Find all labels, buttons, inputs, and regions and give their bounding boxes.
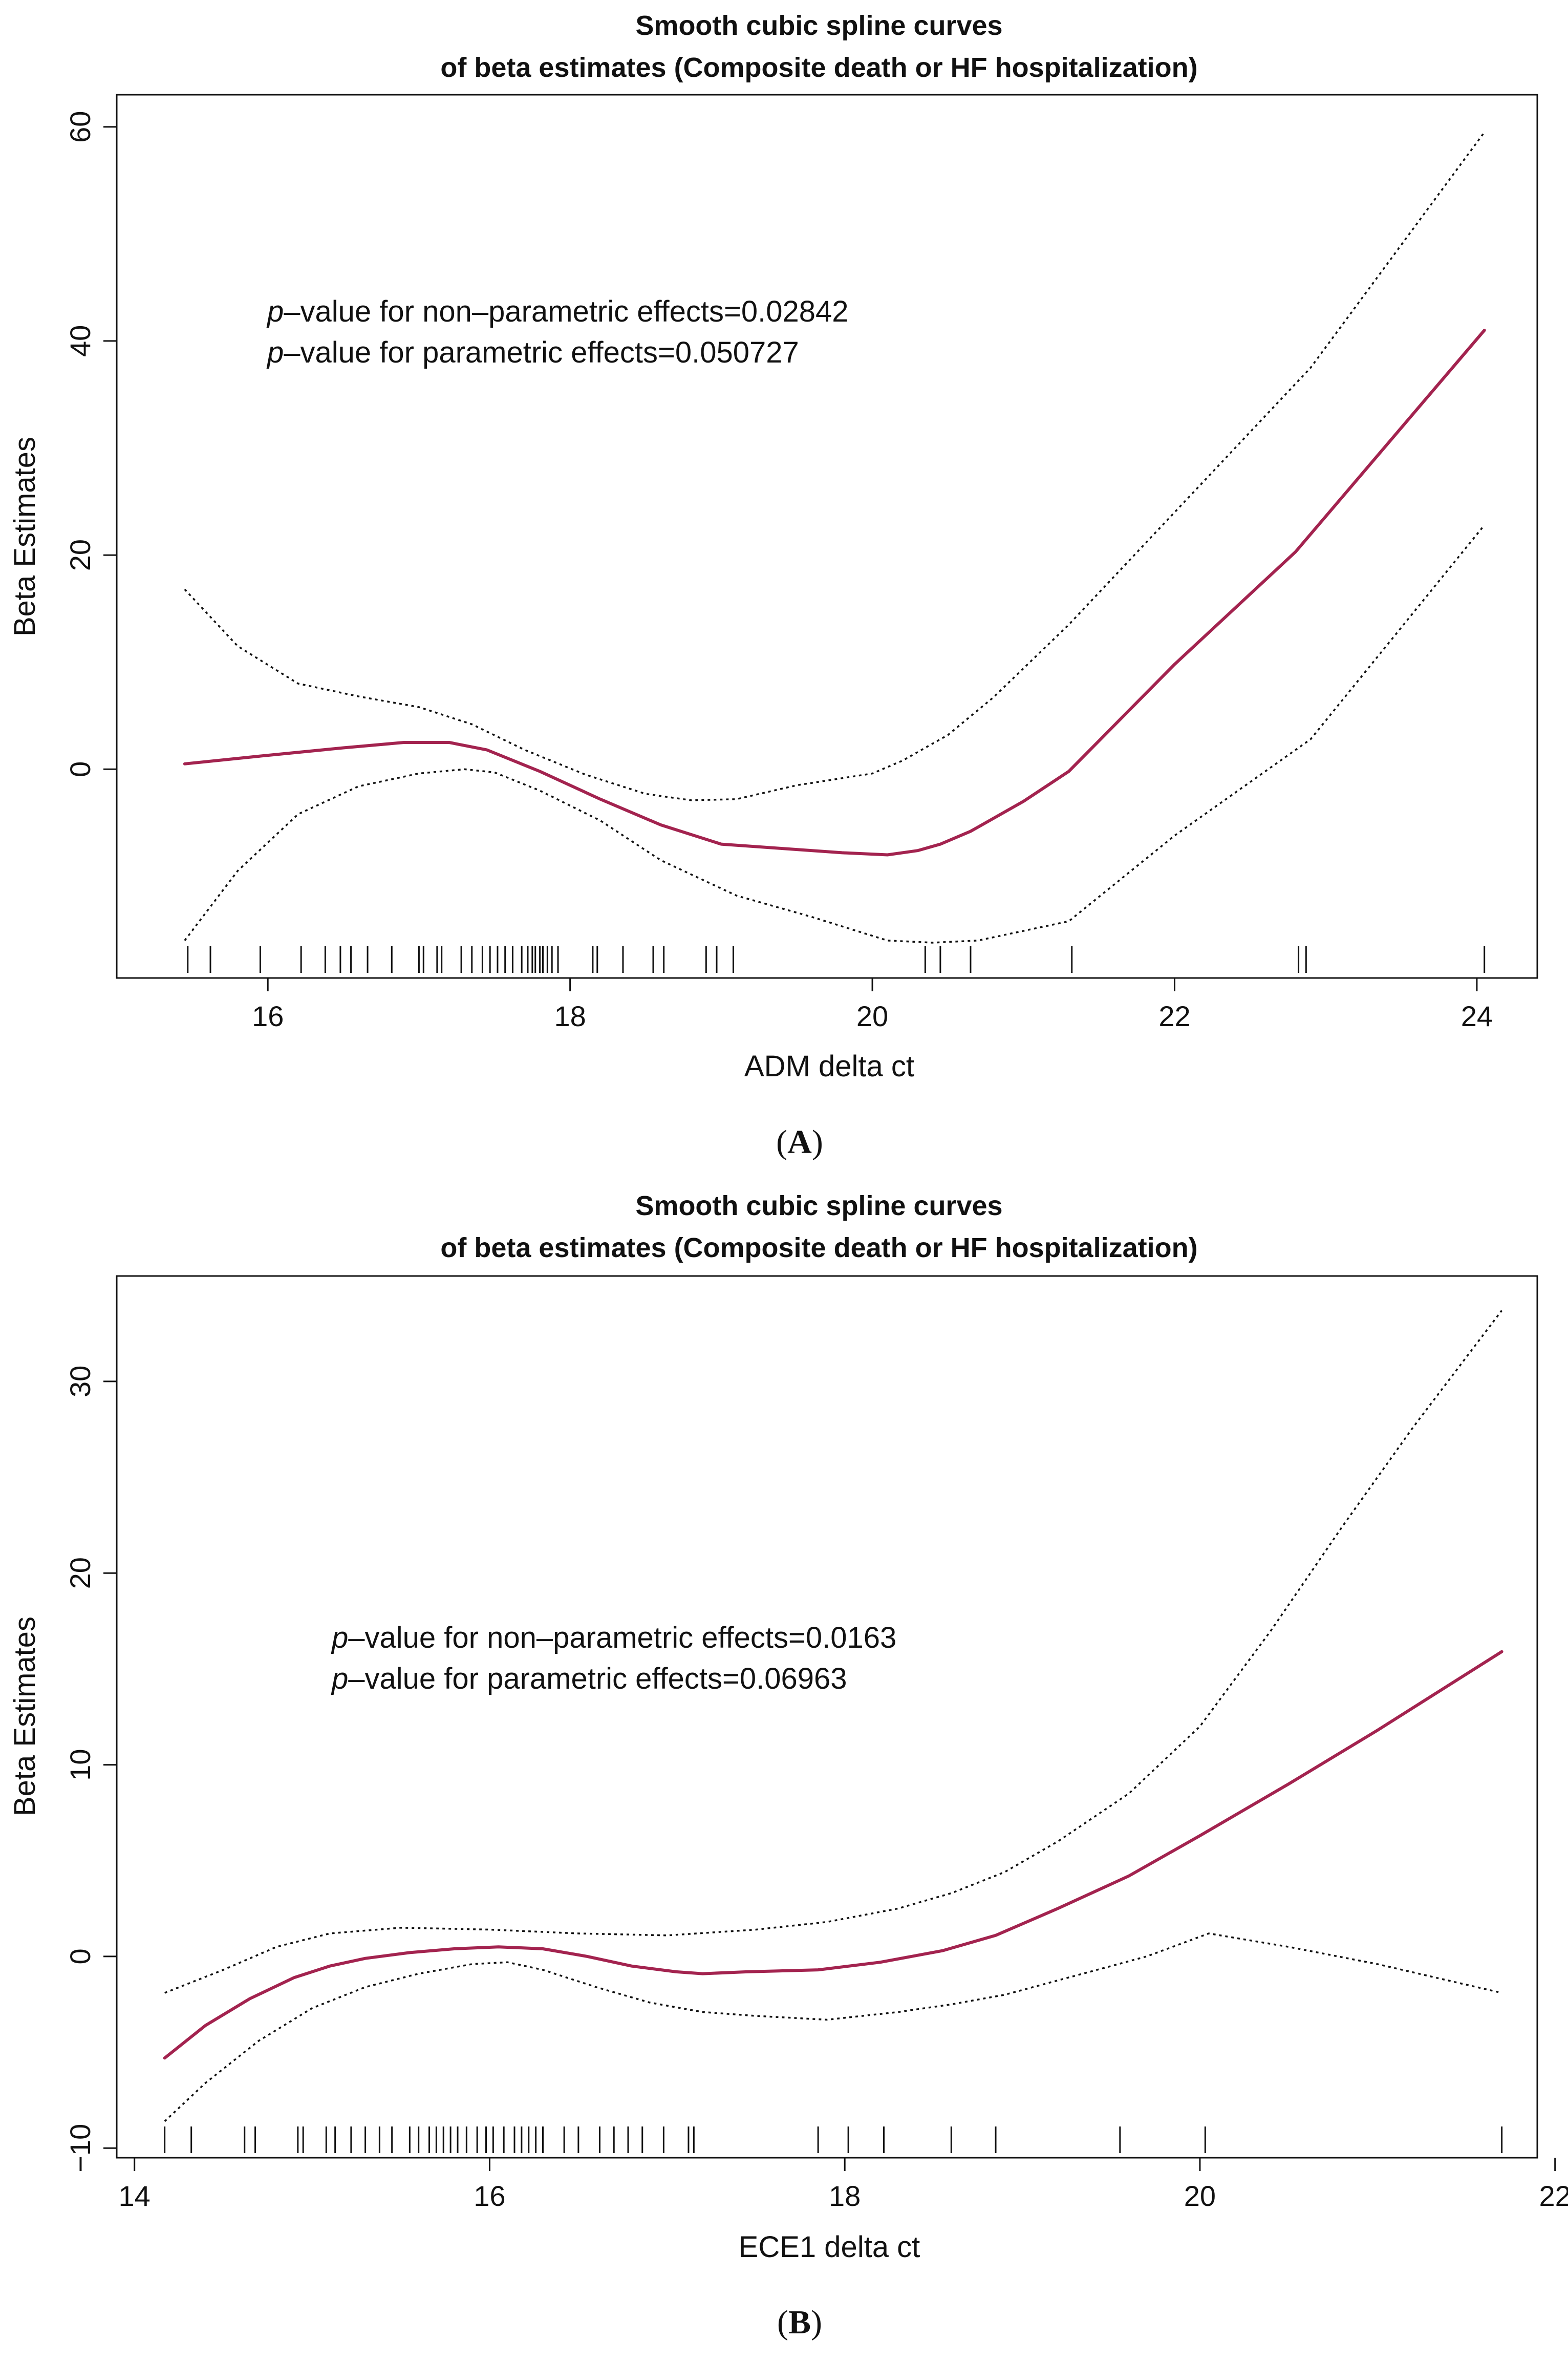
y-tick-label: 20 xyxy=(64,539,96,571)
panel-a-subtitle: of beta estimates (Composite death or HF… xyxy=(440,52,1197,83)
panel-a-fit-line xyxy=(183,329,1486,857)
panel-a-annotation-1-text: –value for non–parametric effects=0.0284… xyxy=(284,295,848,328)
y-tick-label: 40 xyxy=(64,325,96,357)
panel-b-x-axis-label: ECE1 delta ct xyxy=(739,2230,920,2264)
panel-b-annotation-2: p–value for parametric effects=0.06963 xyxy=(331,1662,847,1695)
panel-a: Smooth cubic spline curves of beta estim… xyxy=(8,10,1538,1161)
y-tick-label: 0 xyxy=(64,761,96,777)
x-tick-label: 18 xyxy=(554,1000,586,1032)
lower-bound-line xyxy=(184,524,1486,944)
x-tick-label: 14 xyxy=(119,2180,151,2212)
panel-b-annotation-1-p: p xyxy=(331,1621,348,1654)
x-tick-label: 18 xyxy=(829,2180,861,2212)
panel-b-ticks: 14 16 18 20 22 −10 0 10 20 30 xyxy=(64,1366,1568,2212)
y-tick-label: 60 xyxy=(64,111,96,143)
x-tick-label: 22 xyxy=(1158,1000,1190,1032)
x-tick-label: 22 xyxy=(1539,2180,1568,2212)
panel-a-annotation-1-p: p xyxy=(266,295,284,328)
x-tick-label: 24 xyxy=(1461,1000,1493,1032)
panel-b-ci-lines xyxy=(164,1310,1502,2122)
x-tick-label: 16 xyxy=(474,2180,505,2212)
panel-a-label: (A) xyxy=(776,1123,823,1161)
beta-estimate-line xyxy=(163,1650,1503,2060)
panel-a-ci-lines xyxy=(184,132,1486,944)
lower-bound-line xyxy=(164,1932,1502,2122)
panel-b-annotation-1-text: –value for non–parametric effects=0.0163 xyxy=(348,1621,896,1654)
panel-a-plot-frame xyxy=(116,94,1538,979)
x-tick-label: 16 xyxy=(252,1000,284,1032)
panel-a-annotation-2-text: –value for parametric effects=0.050727 xyxy=(284,336,799,369)
panel-a-title: Smooth cubic spline curves xyxy=(635,10,1002,41)
y-tick-label: −10 xyxy=(64,2124,96,2173)
y-tick-label: 20 xyxy=(64,1557,96,1589)
y-tick-label: 10 xyxy=(64,1749,96,1780)
upper-bound-line xyxy=(184,132,1486,801)
panel-b-label: (B) xyxy=(777,2304,822,2341)
y-tick-label: 0 xyxy=(64,1948,96,1964)
panel-b-fit-line xyxy=(163,1650,1503,2060)
panel-b-annotation-1: p–value for non–parametric effects=0.016… xyxy=(331,1621,896,1654)
panel-b-title: Smooth cubic spline curves xyxy=(635,1190,1002,1221)
panel-a-ticks: 16 18 20 22 24 0 20 40 60 xyxy=(64,111,1493,1032)
panel-a-label-letter: A xyxy=(787,1123,812,1161)
panel-a-annotation-1: p–value for non–parametric effects=0.028… xyxy=(266,295,849,328)
panel-b-rug xyxy=(164,2126,1503,2153)
panel-a-x-axis-label: ADM delta ct xyxy=(744,1050,914,1083)
panel-b-y-axis-label: Beta Estimates xyxy=(8,1616,41,1816)
panel-b-subtitle: of beta estimates (Composite death or HF… xyxy=(440,1232,1197,1263)
x-tick-label: 20 xyxy=(856,1000,888,1032)
panel-b-annotation-2-p: p xyxy=(331,1662,348,1695)
panel-a-annotation-2: p–value for parametric effects=0.050727 xyxy=(266,336,799,369)
panel-a-annotation-2-p: p xyxy=(266,336,284,369)
panel-b-label-letter: B xyxy=(788,2304,811,2341)
beta-estimate-line xyxy=(183,329,1486,857)
y-tick-label: 30 xyxy=(64,1366,96,1397)
panel-b: Smooth cubic spline curves of beta estim… xyxy=(8,1190,1568,2341)
x-tick-label: 20 xyxy=(1184,2180,1216,2212)
panel-a-y-axis-label: Beta Estimates xyxy=(8,437,41,636)
panel-b-plot-frame xyxy=(116,1275,1538,2159)
panel-b-annotation-2-text: –value for parametric effects=0.06963 xyxy=(348,1662,847,1695)
panel-a-rug xyxy=(187,946,1486,973)
